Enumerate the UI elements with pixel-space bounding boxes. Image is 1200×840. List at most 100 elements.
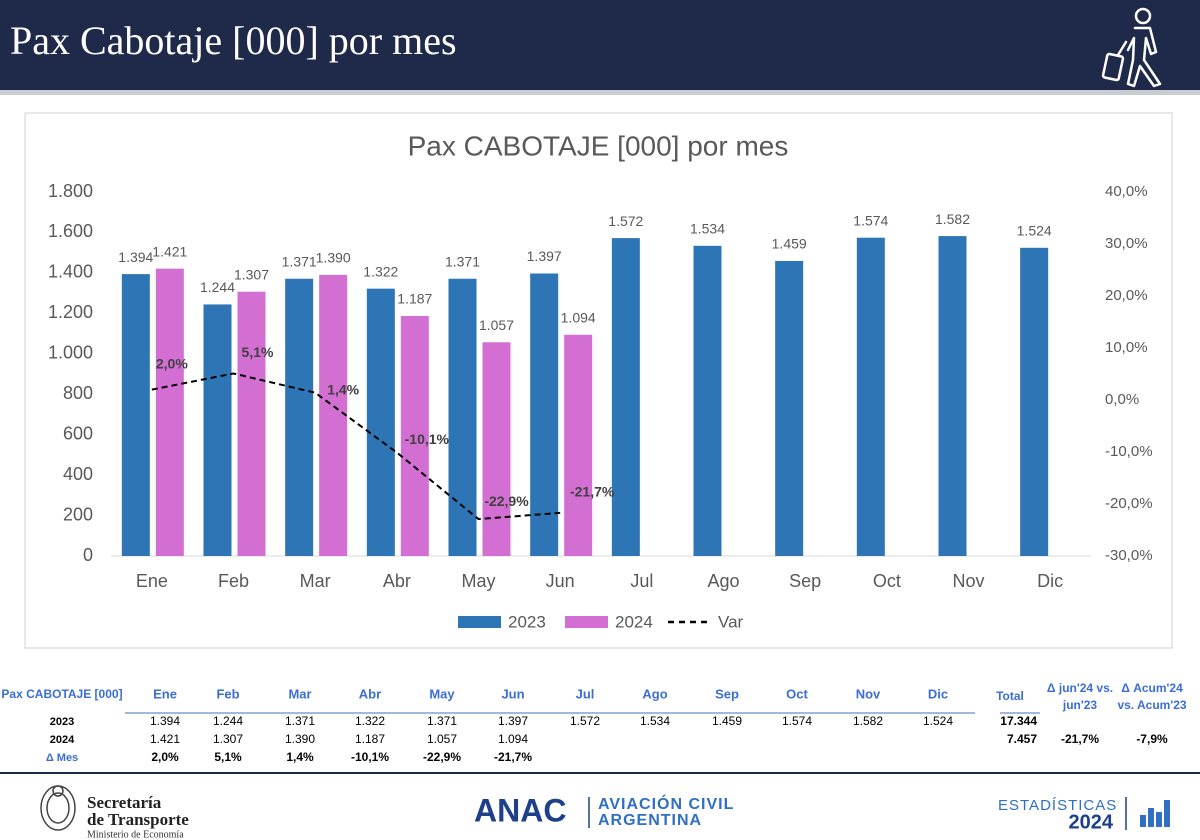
bar <box>121 274 150 556</box>
x-tick-label: Dic <box>1037 571 1063 591</box>
bar <box>564 334 593 556</box>
table-cell: 1.244 <box>213 714 243 728</box>
ministry-line: Secretaría <box>87 793 162 812</box>
table-col-header: vs. Acum'23 <box>1117 698 1186 712</box>
x-tick-label: Sep <box>789 571 821 591</box>
table-col-header: Δ jun'24 vs. <box>1047 681 1113 695</box>
y2-tick-label: 0,0% <box>1105 391 1139 408</box>
bar <box>319 274 348 556</box>
data-label: 1.574 <box>853 212 888 228</box>
table-cell: 1.421 <box>150 732 180 746</box>
bar <box>285 278 314 556</box>
data-label: 5,1% <box>242 344 274 360</box>
data-label: -22,9% <box>484 493 529 509</box>
x-tick-label: Jul <box>630 571 653 591</box>
table-cell: 1.572 <box>570 714 600 728</box>
table-corner: Pax CABOTAJE [000] <box>1 687 122 701</box>
agency-name: AVIACIÓN CIVIL <box>598 794 734 813</box>
legend-swatch <box>458 616 501 628</box>
stats-year: 2024 <box>1069 811 1114 833</box>
bar <box>366 288 395 556</box>
data-label: 1.524 <box>1017 223 1052 239</box>
bar <box>400 315 429 556</box>
header-bar <box>0 0 1200 90</box>
table-cell: 1.390 <box>285 732 315 746</box>
table-cell: 1.574 <box>782 714 812 728</box>
data-label: 1.459 <box>772 236 807 252</box>
ministry-line: Ministerio de Economía <box>87 829 184 840</box>
table-row-label: 2023 <box>50 716 74 728</box>
x-tick-label: Jun <box>546 571 575 591</box>
table-cell: -21,7% <box>1061 732 1099 746</box>
table-col-header: May <box>429 686 455 701</box>
y2-tick-label: -20,0% <box>1105 495 1153 512</box>
table-cell: 1.534 <box>640 714 670 728</box>
y2-tick-label: 10,0% <box>1105 339 1148 356</box>
bar <box>155 268 184 556</box>
table-col-header: Δ Acum'24 <box>1121 681 1183 695</box>
y-tick-label: 200 <box>63 504 93 524</box>
bar <box>775 260 804 556</box>
x-tick-label: Mar <box>300 571 331 591</box>
bar <box>1020 247 1049 556</box>
bar <box>530 273 559 556</box>
agency-logo: ANAC <box>474 792 566 828</box>
legend-swatch <box>565 616 608 628</box>
table-cell: 1.371 <box>285 714 315 728</box>
y-tick-label: 800 <box>63 383 93 403</box>
table-cell: 1.187 <box>355 732 385 746</box>
table-cell: -10,1% <box>351 750 389 764</box>
data-label: 1.057 <box>479 317 514 333</box>
table-col-header: jun'23 <box>1062 698 1098 712</box>
table-cell: -7,9% <box>1136 732 1168 746</box>
table-row-label: 2024 <box>50 734 75 746</box>
stats-label: ESTADÍSTICAS <box>998 797 1117 814</box>
table-cell: 1.094 <box>498 732 528 746</box>
ministry-line: de Transporte <box>87 810 189 829</box>
stats-icon <box>1140 800 1170 827</box>
chart-frame <box>24 112 1173 649</box>
y2-tick-label: -30,0% <box>1105 547 1153 564</box>
data-label: -10,1% <box>405 431 450 447</box>
x-tick-label: Oct <box>873 571 901 591</box>
table-cell: 1.307 <box>213 732 243 746</box>
table-cell: 1.524 <box>923 714 953 728</box>
y-tick-label: 1.000 <box>48 343 93 363</box>
table-col-header: Mar <box>288 686 311 701</box>
table-cell: 1.371 <box>427 714 457 728</box>
table-cell: 1.322 <box>355 714 385 728</box>
agency-name: ARGENTINA <box>598 812 702 829</box>
y2-tick-label: 30,0% <box>1105 235 1148 252</box>
bar <box>448 278 477 556</box>
bar <box>856 237 885 557</box>
table-col-header: Sep <box>715 686 739 701</box>
table-cell: 1.394 <box>150 714 180 728</box>
x-tick-label: Abr <box>383 571 411 591</box>
table-cell: 1.582 <box>853 714 883 728</box>
table-col-header: Jul <box>576 686 595 701</box>
data-label: 1.094 <box>561 309 596 325</box>
table-col-header: Dic <box>928 686 948 701</box>
y2-tick-label: -10,0% <box>1105 443 1153 460</box>
data-label: 1.397 <box>527 248 562 264</box>
data-label: 1.244 <box>200 279 235 295</box>
data-label: 1.187 <box>397 291 432 307</box>
table-cell: 1.057 <box>427 732 457 746</box>
y-tick-label: 1.400 <box>48 262 93 282</box>
header-title: Pax Cabotaje [000] por mes <box>10 18 457 63</box>
table-cell: 5,1% <box>214 750 242 764</box>
traveler-icon <box>1101 7 1162 88</box>
data-label: 1,4% <box>327 381 359 397</box>
x-tick-label: Ene <box>136 571 168 591</box>
y-tick-label: 400 <box>63 464 93 484</box>
table-cell: 2,0% <box>151 750 179 764</box>
legend-label: 2024 <box>615 612 653 631</box>
table-cell: 1,4% <box>286 750 314 764</box>
table-col-header: Jun <box>501 686 524 701</box>
data-label: 1.371 <box>445 253 480 269</box>
y2-tick-label: 40,0% <box>1105 183 1148 200</box>
legend-label: Var <box>718 612 744 631</box>
y-tick-label: 1.600 <box>48 221 93 241</box>
table-col-header: Feb <box>216 686 239 701</box>
